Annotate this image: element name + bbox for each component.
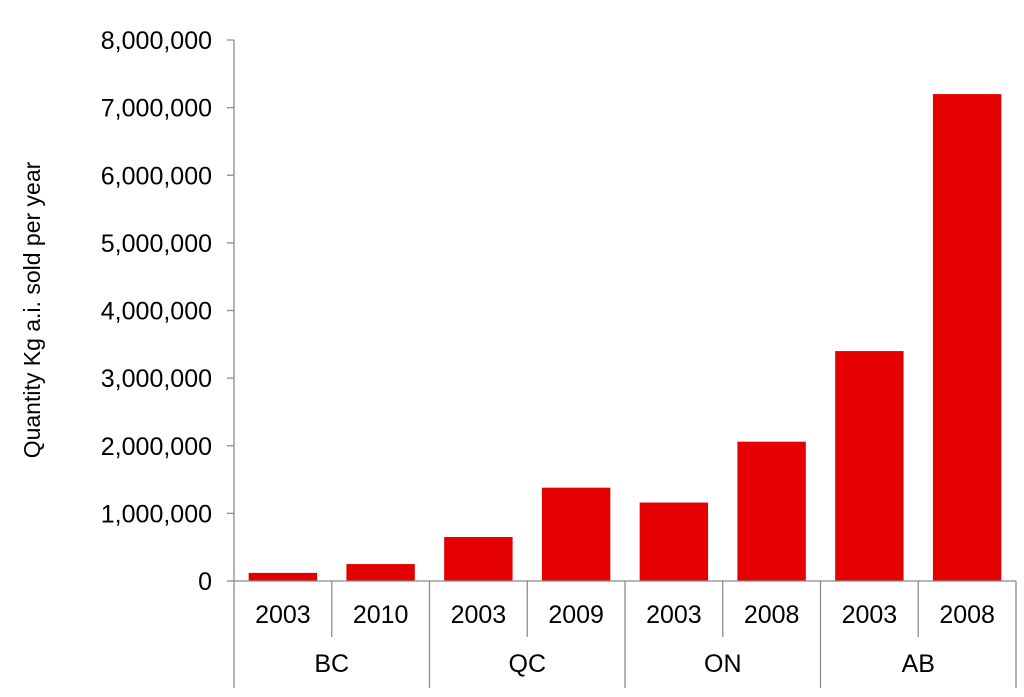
y-tick-label: 2,000,000 bbox=[101, 433, 212, 461]
y-tick-label: 6,000,000 bbox=[101, 162, 212, 190]
bar bbox=[737, 441, 806, 581]
y-tick-label: 5,000,000 bbox=[101, 230, 212, 258]
x-group-label: AB bbox=[902, 650, 935, 678]
x-category-label: 2003 bbox=[842, 601, 898, 629]
bars bbox=[248, 94, 1002, 581]
bar bbox=[444, 537, 513, 581]
bar bbox=[639, 502, 709, 581]
bar bbox=[835, 351, 904, 581]
y-tick-label: 8,000,000 bbox=[101, 27, 212, 55]
x-group-label: QC bbox=[509, 650, 547, 678]
y-tick-label: 3,000,000 bbox=[101, 365, 212, 393]
y-tick-label: 1,000,000 bbox=[101, 500, 212, 528]
bar bbox=[346, 564, 415, 581]
x-category-label: 2003 bbox=[255, 601, 311, 629]
x-category-label: 2008 bbox=[939, 601, 995, 629]
y-tick-label: 4,000,000 bbox=[101, 298, 212, 326]
bar bbox=[932, 94, 1002, 581]
x-category-label: 2003 bbox=[451, 601, 507, 629]
y-axis: 0 1,000,000 2,000,000 3,000,000 4,000,000 5,0… bbox=[101, 27, 235, 596]
bar bbox=[541, 487, 611, 581]
x-category-label: 2010 bbox=[353, 601, 409, 629]
y-tick-label: 7,000,000 bbox=[101, 95, 212, 123]
x-category-label: 2003 bbox=[646, 601, 702, 629]
y-tick-label: 0 bbox=[198, 568, 212, 596]
x-group-label: BC bbox=[314, 650, 349, 678]
x-group-label: ON bbox=[704, 650, 742, 678]
x-category-label: 2009 bbox=[548, 601, 604, 629]
y-axis-title: Quantity Kg a.i. sold per year bbox=[19, 161, 45, 458]
bar bbox=[248, 572, 318, 581]
x-category-label: 2008 bbox=[744, 601, 800, 629]
